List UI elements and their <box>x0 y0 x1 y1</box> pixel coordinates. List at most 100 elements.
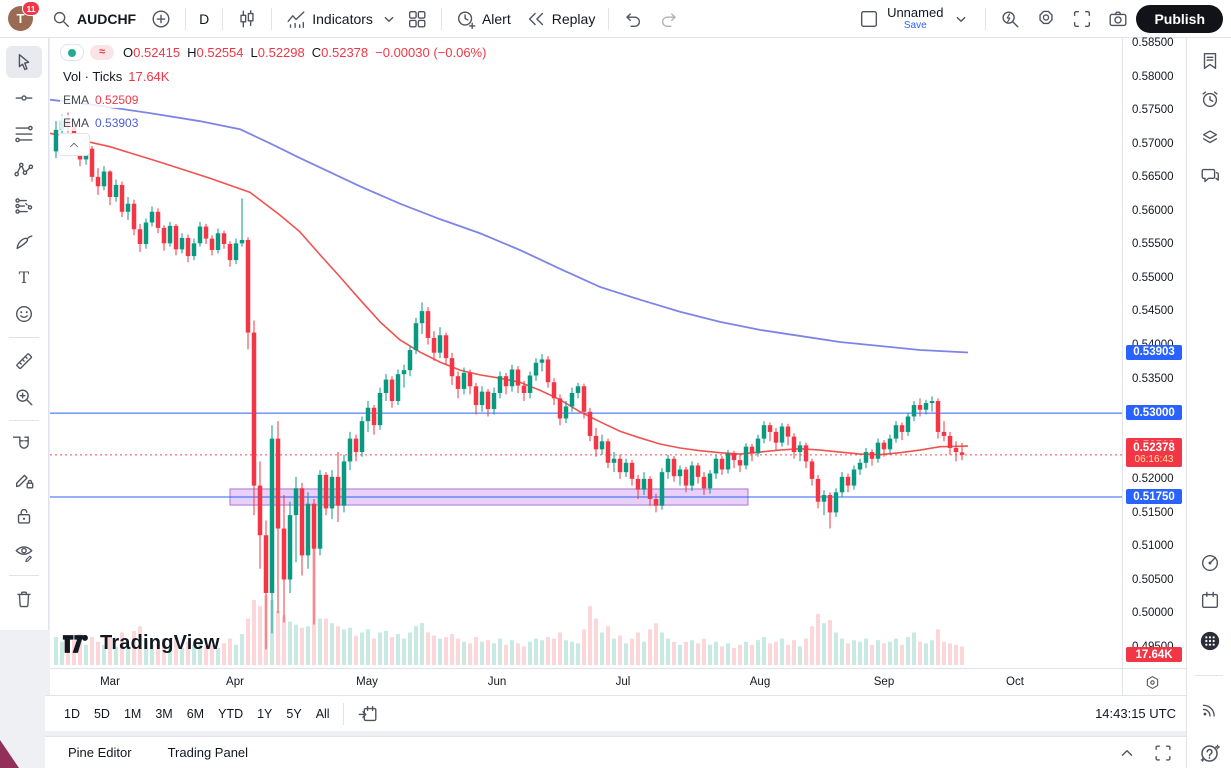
help-icon <box>1198 741 1222 765</box>
pine-editor-tab[interactable]: Pine Editor <box>68 745 132 760</box>
tool-zoom-in[interactable] <box>6 381 42 413</box>
tool-emoji[interactable] <box>6 298 42 330</box>
apps-icon <box>1199 630 1221 652</box>
rail-apps[interactable] <box>1197 628 1223 654</box>
price-chart[interactable] <box>49 38 1122 668</box>
tool-forecast[interactable] <box>6 190 42 222</box>
indicators-button[interactable]: Indicators <box>278 5 399 33</box>
tool-ruler[interactable] <box>6 345 42 377</box>
month-label: Jun <box>487 676 507 688</box>
clock[interactable]: 14:43:15 UTC <box>1095 706 1176 721</box>
price-tick: 0.55500 <box>1132 238 1174 251</box>
rail-watchlist[interactable] <box>1197 48 1223 74</box>
snapshot-button[interactable] <box>1100 5 1136 33</box>
tool-fib-retracement[interactable] <box>6 118 42 150</box>
layout-grid-button[interactable] <box>399 5 435 33</box>
range-1y[interactable]: 1Y <box>257 706 273 721</box>
rail-calendar[interactable] <box>1197 587 1223 613</box>
tool-trend-line[interactable] <box>6 82 42 114</box>
range-1m[interactable]: 1M <box>123 706 142 721</box>
price-label: 0.52378 06:16:43 <box>1126 440 1182 467</box>
month-label: Aug <box>749 676 771 688</box>
layout-checkbox[interactable] <box>851 5 887 33</box>
brush-icon <box>13 231 35 253</box>
chat-icon <box>1199 165 1221 187</box>
notification-badge: 11 <box>22 1 40 16</box>
rail-chat[interactable] <box>1197 163 1223 189</box>
avatar[interactable]: T 11 <box>8 1 40 31</box>
range-5y[interactable]: 5Y <box>286 706 302 721</box>
range-ytd[interactable]: YTD <box>218 706 244 721</box>
range-1d[interactable]: 1D <box>64 706 80 721</box>
layout-menu-chevron[interactable] <box>943 5 979 33</box>
price-tick: 0.52000 <box>1132 473 1174 486</box>
market-status-icon <box>60 44 84 61</box>
alert-button[interactable]: Alert <box>448 5 518 33</box>
fullscreen-icon <box>1071 8 1093 30</box>
price-label: 17.64K <box>1126 647 1182 662</box>
watchlist-icon <box>1199 50 1221 72</box>
trash-icon <box>13 588 35 610</box>
tool-draw-lock[interactable] <box>6 464 42 496</box>
panel-expand-chevron-icon[interactable] <box>1116 742 1138 764</box>
target-icon <box>1199 552 1221 574</box>
price-tick: 0.56500 <box>1132 171 1174 184</box>
tool-xabcd-pattern[interactable] <box>6 154 42 186</box>
tool-lock[interactable] <box>6 500 42 532</box>
tool-text[interactable]: T <box>6 262 42 294</box>
range-5d[interactable]: 5D <box>93 706 110 721</box>
legend-collapse-button[interactable] <box>58 133 90 156</box>
replay-button[interactable]: Replay <box>518 5 603 33</box>
rail-broadcast[interactable] <box>1197 696 1223 722</box>
panel-maximize-icon[interactable] <box>1152 742 1174 764</box>
interval-button[interactable]: D <box>192 8 216 30</box>
price-label: 0.51750 <box>1126 489 1182 504</box>
fullscreen-button[interactable] <box>1064 5 1100 33</box>
layout-name[interactable]: Unnamed Save <box>887 5 943 31</box>
undo-button[interactable] <box>615 5 651 33</box>
redo-button[interactable] <box>651 5 687 33</box>
settings-button[interactable] <box>1028 5 1064 33</box>
divider <box>185 7 187 30</box>
help-button[interactable] <box>1197 740 1223 766</box>
goto-date-button[interactable] <box>350 700 386 728</box>
indicators-label: Indicators <box>312 10 373 27</box>
trading-panel-tab[interactable]: Trading Panel <box>167 745 249 760</box>
compare-add-button[interactable] <box>143 5 179 33</box>
chart-pane[interactable] <box>49 38 1122 668</box>
calendar-go-icon <box>357 703 379 725</box>
symbol-search-button[interactable]: AUDCHF <box>43 5 143 33</box>
quick-search-button[interactable] <box>992 5 1028 33</box>
tool-trash[interactable] <box>6 583 42 615</box>
rail-object-tree[interactable] <box>1197 124 1223 150</box>
alert-label: Alert <box>481 10 511 27</box>
range-toolbar: 1D 5D 1M 3M 6M YTD 1Y 5Y All 14:43:15 UTC <box>45 695 1186 731</box>
rail-alarm[interactable] <box>1197 86 1223 112</box>
range-3m[interactable]: 3M <box>155 706 173 721</box>
axis-divider <box>1123 668 1187 669</box>
tool-show-hide[interactable] <box>6 536 42 568</box>
range-6m[interactable]: 6M <box>186 706 205 721</box>
tradingview-watermark: TradingView <box>62 632 220 655</box>
camera-icon <box>1107 8 1129 30</box>
plus-circle-icon <box>150 8 172 30</box>
price-tick: 0.53500 <box>1132 372 1174 385</box>
price-tick: 0.51500 <box>1132 506 1174 519</box>
tool-magnet[interactable] <box>6 428 42 460</box>
price-tick: 0.57500 <box>1132 104 1174 117</box>
axis-settings-icon[interactable] <box>1144 674 1161 691</box>
show-hide-icon <box>13 541 35 563</box>
price-axis[interactable]: 0.58500 0.58000 0.57500 0.57000 0.56500 0.560… <box>1122 37 1187 695</box>
tool-cursor[interactable] <box>6 46 42 78</box>
range-all[interactable]: All <box>315 706 330 721</box>
indicators-icon <box>285 8 307 30</box>
publish-button[interactable]: Publish <box>1136 4 1223 33</box>
tool-brush[interactable] <box>6 226 42 258</box>
chart-style-button[interactable] <box>229 5 265 33</box>
status-bar: Pine Editor Trading Panel <box>45 736 1186 768</box>
time-axis[interactable]: Mar Apr May Jun Jul Aug Sep Oct <box>50 668 1122 695</box>
price-tick: 0.50500 <box>1132 573 1174 586</box>
zoom-in-icon <box>13 386 35 408</box>
price-tick: 0.57000 <box>1132 137 1174 150</box>
rail-target[interactable] <box>1197 550 1223 576</box>
